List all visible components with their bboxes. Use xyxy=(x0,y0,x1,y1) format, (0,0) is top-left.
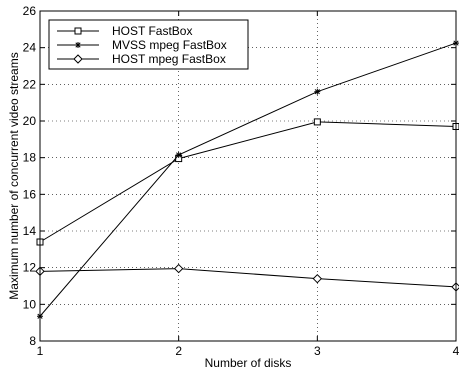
y-tick-label: 12 xyxy=(23,261,37,275)
y-tick-label: 20 xyxy=(23,114,37,128)
data-point-2-2 xyxy=(175,151,182,158)
x-tick-label: 1 xyxy=(37,344,44,358)
series-line-1 xyxy=(39,121,457,243)
y-tick-label: 22 xyxy=(23,77,37,91)
y-axis-label: Maximum number of concurrent video strea… xyxy=(7,52,21,299)
legend-label-3: HOST mpeg FastBox xyxy=(112,52,226,66)
series-layer xyxy=(35,40,459,320)
y-tick-label: 18 xyxy=(23,151,37,165)
data-point-3-2 xyxy=(173,263,184,274)
x-ticks: 1 2 3 4 xyxy=(37,11,459,358)
legend-marker-2 xyxy=(75,42,81,48)
data-point-3-3 xyxy=(312,273,323,284)
legend-label-1: HOST FastBox xyxy=(112,24,192,38)
y-tick-label: 16 xyxy=(23,187,37,201)
x-tick-label: 4 xyxy=(453,344,459,358)
data-point-1-3 xyxy=(313,118,321,126)
data-point-2-3 xyxy=(314,88,321,95)
y-tick-label: 10 xyxy=(23,297,37,311)
y-tick-label: 14 xyxy=(23,224,37,238)
x-tick-label: 2 xyxy=(175,344,182,358)
y-tick-label: 24 xyxy=(23,41,37,55)
x-axis-label: Number of disks xyxy=(205,356,292,370)
series-line-2 xyxy=(39,42,457,317)
y-ticks: 8 10 12 14 16 18 20 22 24 26 xyxy=(23,4,456,348)
plot-frame xyxy=(39,10,457,342)
y-tick-label: 8 xyxy=(29,334,36,348)
x-tick-label: 3 xyxy=(314,344,321,358)
legend-marker-1 xyxy=(74,27,82,35)
legend-marker-3 xyxy=(73,54,83,64)
y-tick-label: 26 xyxy=(23,4,37,18)
legend-label-2: MVSS mpeg FastBox xyxy=(112,38,227,52)
series-line-3 xyxy=(39,268,457,288)
